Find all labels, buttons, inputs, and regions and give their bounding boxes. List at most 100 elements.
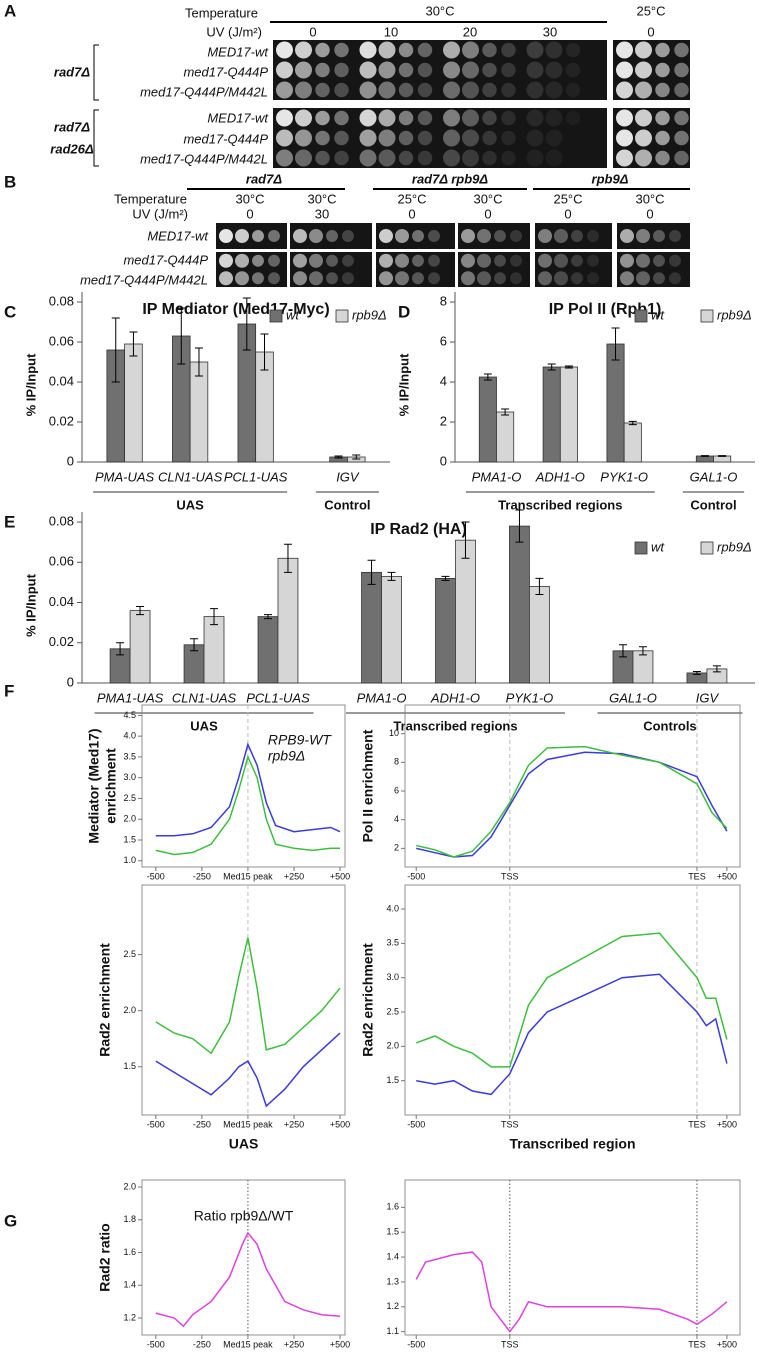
spot: [501, 42, 516, 58]
x-tick-label: PMA-UAS: [95, 469, 155, 484]
y-tick-label: 1.1: [386, 1326, 399, 1336]
spot: [545, 149, 563, 167]
spot: [359, 61, 377, 79]
spot: [482, 110, 497, 126]
spot: [443, 129, 460, 147]
spot: [674, 62, 689, 78]
spot: [334, 82, 349, 98]
y-tick-label: 2.5: [123, 793, 136, 803]
uv-dose: 0: [564, 206, 571, 221]
spot: [398, 110, 414, 126]
error-bar: [190, 638, 199, 652]
panel-label: D: [398, 302, 410, 321]
spot: [616, 41, 633, 59]
spot: [635, 129, 652, 147]
y-tick-label: 1.5: [123, 834, 136, 844]
strain: med17-Q444P: [183, 64, 268, 79]
group-label: Control: [324, 497, 370, 512]
spot: [309, 229, 323, 243]
error-bar: [628, 420, 637, 426]
spot: [235, 271, 249, 286]
spot: [526, 41, 544, 59]
spot: [417, 130, 433, 146]
spot: [462, 61, 479, 79]
error-bar: [194, 347, 203, 377]
spot: [620, 229, 634, 243]
x-tick-label: +500: [330, 1119, 350, 1129]
legend-label: rpb9Δ: [717, 307, 752, 322]
spot: [482, 130, 497, 146]
y-tick-label: 1.0: [123, 855, 136, 865]
uv-dose: 10: [384, 24, 398, 39]
spot: [412, 230, 424, 242]
spot: [494, 272, 506, 285]
spot: [219, 229, 233, 243]
spot: [462, 81, 479, 99]
bar: [542, 366, 561, 463]
strain: med17-Q444P/M442L: [80, 272, 208, 287]
y-tick-label: 2.5: [386, 1006, 399, 1016]
y-axis-label: Rad2 ratio: [97, 1223, 113, 1291]
genotype: rad7Δ: [246, 171, 282, 186]
line: [155, 937, 341, 1055]
spot: [501, 62, 516, 78]
line: [155, 1231, 341, 1328]
error-bar: [116, 642, 125, 656]
spot: [293, 229, 307, 243]
x-tick-label: PMA1-UAS: [97, 690, 164, 705]
y-axis-label: Mediator (Med17): [86, 728, 102, 843]
y-tick-label: 0: [67, 674, 74, 689]
group-label: Controls: [643, 718, 696, 733]
y-tick-label: 0.06: [49, 333, 74, 348]
y-tick-label: 1.2: [386, 1301, 399, 1311]
spot: [443, 81, 460, 99]
y-tick-label: 3.5: [386, 938, 399, 948]
spot: [571, 230, 583, 242]
spot: [462, 109, 479, 127]
uv-label: UV (J/m²): [132, 206, 188, 221]
spot: [379, 253, 393, 268]
spot: [526, 129, 544, 147]
spot: [315, 150, 330, 166]
x-tick-label: +250: [284, 1119, 304, 1129]
genotype: rad7Δ: [54, 64, 90, 79]
spot: [587, 230, 599, 242]
spot: [295, 61, 312, 79]
spot: [395, 229, 409, 243]
strain: med17-Q444P/M442L: [140, 151, 268, 166]
x-tick-label: +250: [284, 1339, 304, 1349]
spot: [268, 254, 280, 267]
error-bar: [441, 575, 450, 581]
legend-label: rpb9Δ: [717, 539, 752, 554]
temperature: 30°C: [307, 191, 336, 206]
x-tick-label: -500: [407, 1119, 425, 1129]
legend-label: wt: [651, 539, 665, 554]
temperature: 30°C: [635, 191, 664, 206]
bracket: [93, 44, 99, 101]
spot: [443, 109, 460, 127]
spot: [616, 61, 633, 79]
spot: [334, 42, 349, 58]
panel-label: A: [4, 1, 16, 20]
strain: MED17-wt: [207, 44, 269, 59]
x-tick-label: GAL1-O: [690, 469, 738, 484]
spot: [378, 81, 396, 99]
temperature: 30°C: [473, 191, 502, 206]
spot: [378, 129, 396, 147]
error-bar: [501, 408, 510, 416]
x-tick-label: CLN1-UAS: [172, 690, 237, 705]
spot: [443, 61, 460, 79]
x-tick-label: -250: [193, 871, 211, 881]
plot-frame: [141, 884, 346, 1116]
spot: [482, 42, 497, 58]
line: [416, 973, 728, 1096]
spot: [315, 42, 330, 58]
y-tick-label: 6: [394, 785, 399, 795]
spot: [655, 62, 670, 78]
spot: [417, 82, 433, 98]
line: [155, 1032, 341, 1108]
x-axis-title: UAS: [229, 1136, 259, 1152]
spot: [412, 272, 424, 285]
spot: [276, 41, 293, 59]
y-tick-label: 1.5: [386, 1075, 399, 1085]
